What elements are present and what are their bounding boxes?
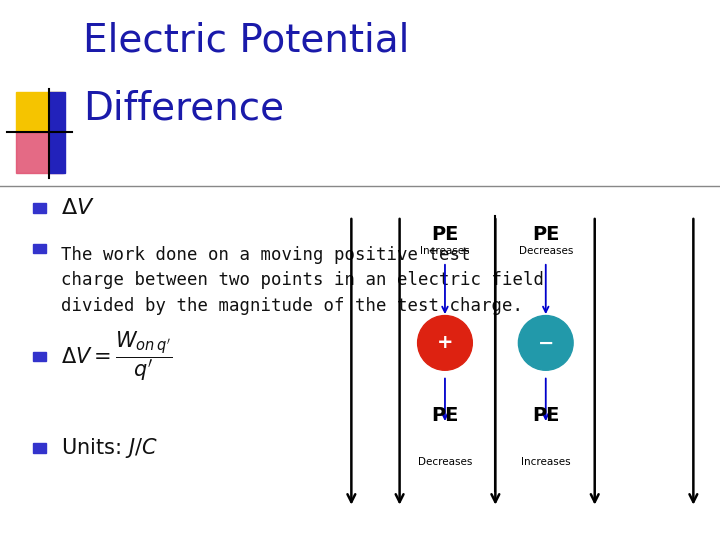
Bar <box>16 92 63 132</box>
Text: +: + <box>437 333 453 353</box>
Ellipse shape <box>418 315 472 370</box>
Ellipse shape <box>518 315 573 370</box>
Bar <box>33 443 46 453</box>
Text: PE: PE <box>532 406 559 426</box>
Text: PE: PE <box>532 225 559 245</box>
Bar <box>33 203 46 213</box>
Text: PE: PE <box>431 225 459 245</box>
Text: −: − <box>538 333 554 353</box>
Bar <box>33 352 46 361</box>
Text: Units: $J/C$: Units: $J/C$ <box>61 436 158 460</box>
Text: Increases: Increases <box>521 457 570 467</box>
Bar <box>49 92 65 173</box>
Bar <box>16 132 63 173</box>
Text: $\Delta V$: $\Delta V$ <box>61 198 95 218</box>
Text: Electric Potential: Electric Potential <box>83 22 409 59</box>
Bar <box>33 244 46 253</box>
Text: Difference: Difference <box>83 89 284 127</box>
Text: PE: PE <box>431 406 459 426</box>
Text: $\Delta V = \dfrac{W_{on\,q^{\prime}}}{q^{\prime}}$: $\Delta V = \dfrac{W_{on\,q^{\prime}}}{q… <box>61 329 172 383</box>
Text: Decreases: Decreases <box>518 246 573 256</box>
Text: The work done on a moving positive test
charge between two points in an electric: The work done on a moving positive test … <box>61 246 544 315</box>
Text: Decreases: Decreases <box>418 457 472 467</box>
Text: Increases: Increases <box>420 246 469 256</box>
